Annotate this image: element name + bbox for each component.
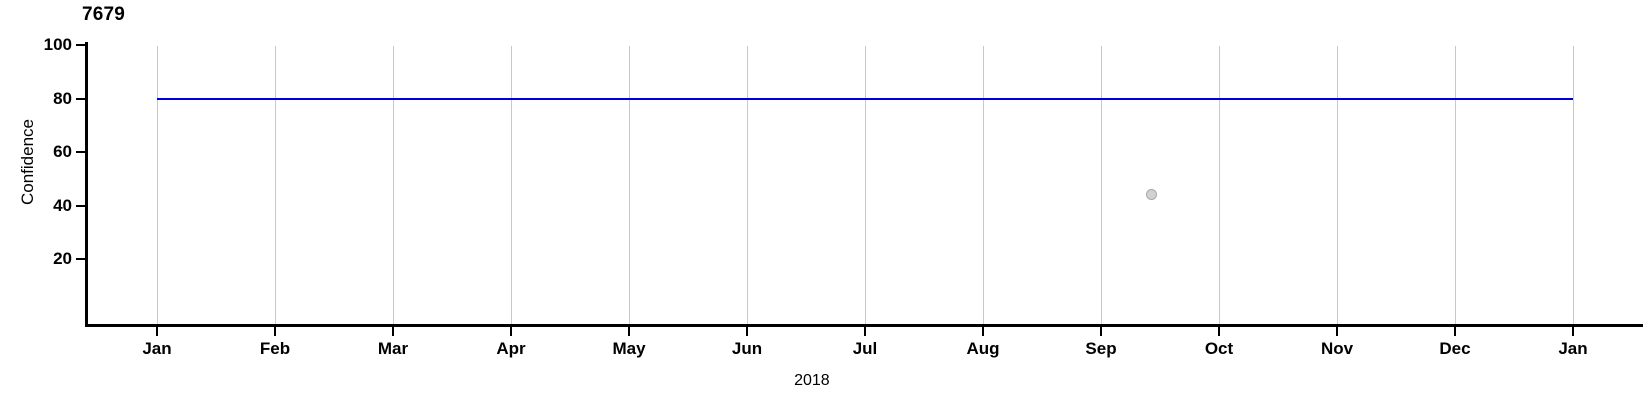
x-tick-label: Nov: [1320, 339, 1354, 358]
x-tick-mark: [628, 327, 630, 336]
x-tick-label: May: [612, 339, 646, 358]
x-gridline: [393, 46, 394, 324]
y-tick-mark: [76, 97, 86, 100]
x-tick-mark: [510, 327, 512, 336]
x-tick-label: Sep: [1085, 339, 1117, 358]
x-tick-mark: [1572, 327, 1574, 336]
x-tick-mark: [1454, 327, 1456, 336]
x-tick-mark: [156, 327, 158, 336]
x-tick-mark: [982, 327, 984, 336]
x-tick-label: Oct: [1204, 339, 1234, 358]
y-tick-mark: [76, 258, 86, 260]
y-tick-mark: [76, 44, 86, 46]
x-tick-label: Jan: [142, 339, 172, 358]
x-gridline: [1219, 46, 1220, 324]
x-tick-mark: [274, 327, 276, 336]
y-tick-label: 80: [53, 88, 72, 108]
y-tick-label: 40: [53, 195, 72, 215]
x-gridline: [1455, 46, 1456, 324]
threshold-line: [157, 97, 1573, 100]
x-gridline: [157, 46, 158, 324]
x-gridline: [1337, 46, 1338, 324]
x-tick-mark: [864, 327, 866, 336]
x-tick-label: Feb: [259, 339, 291, 358]
x-gridline: [511, 46, 512, 324]
x-gridline: [1101, 46, 1102, 324]
x-tick-label: Jan: [1558, 339, 1588, 358]
x-axis-title: 2018: [794, 372, 830, 389]
x-tick-label: Apr: [496, 339, 526, 358]
x-tick-mark: [392, 327, 394, 336]
x-tick-mark: [1336, 327, 1338, 336]
y-tick-label: 60: [53, 142, 72, 161]
x-tick-mark: [1218, 327, 1220, 336]
x-gridline: [865, 46, 866, 324]
x-tick-label: Aug: [966, 339, 1000, 358]
x-gridline: [275, 46, 276, 324]
data-point[interactable]: [1146, 189, 1158, 201]
y-tick-label: 20: [53, 249, 72, 268]
y-tick-mark: [76, 204, 86, 207]
x-tick-label: Mar: [377, 339, 409, 358]
x-tick-label: Dec: [1439, 339, 1471, 358]
x-gridline: [983, 46, 984, 324]
y-tick-mark: [76, 151, 86, 153]
x-gridline: [629, 46, 630, 324]
y-axis-line: [85, 42, 88, 327]
x-tick-label: Jun: [731, 339, 763, 358]
x-gridline: [747, 46, 748, 324]
chart-title: 7679: [82, 4, 126, 25]
x-gridline: [1573, 46, 1574, 324]
x-tick-label: Jul: [852, 339, 878, 358]
x-tick-mark: [746, 327, 748, 336]
x-tick-mark: [1100, 327, 1102, 336]
y-tick-label: 100: [43, 35, 72, 54]
x-axis-line: [85, 324, 1643, 327]
